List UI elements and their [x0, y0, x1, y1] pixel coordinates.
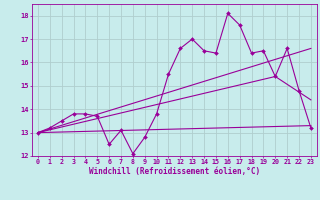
X-axis label: Windchill (Refroidissement éolien,°C): Windchill (Refroidissement éolien,°C) — [89, 167, 260, 176]
